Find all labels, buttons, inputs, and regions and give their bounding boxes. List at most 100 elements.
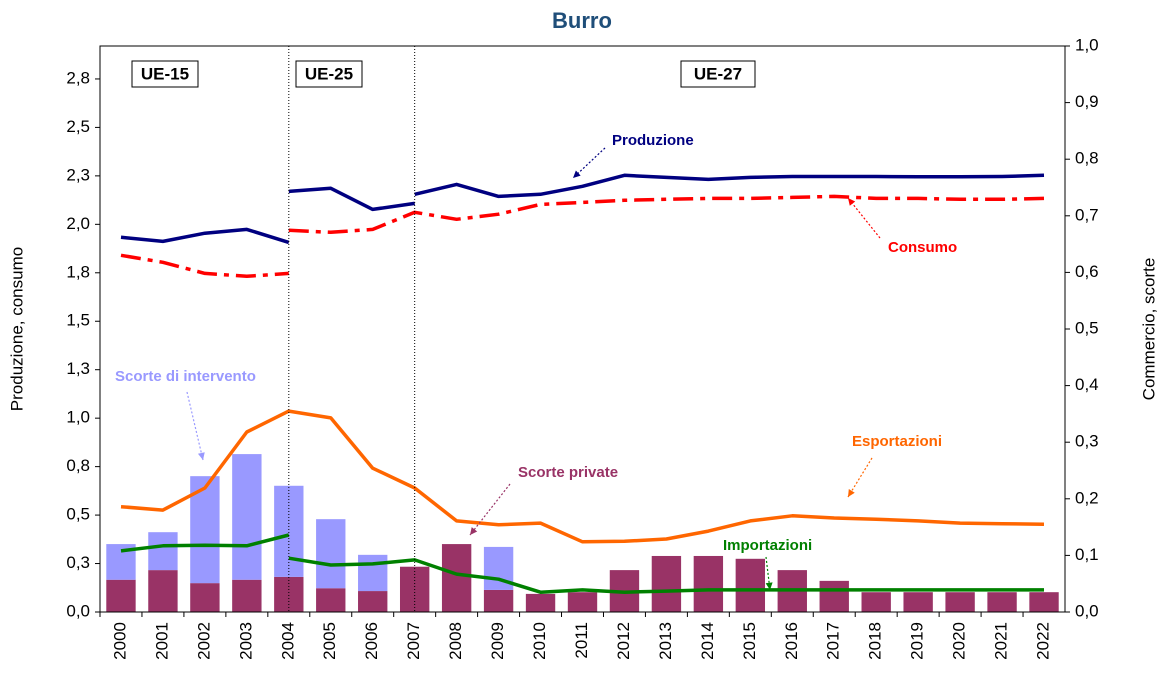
y2-axis-label: Commercio, scorte <box>1139 258 1158 401</box>
bar <box>441 544 472 612</box>
x-tick-label: 2021 <box>992 622 1011 660</box>
bar <box>232 454 262 580</box>
bar <box>903 592 933 612</box>
y2-tick-label: 0,9 <box>1075 92 1099 111</box>
x-tick-label: 2012 <box>614 622 633 660</box>
series-label: Importazioni <box>723 537 812 554</box>
label-arrow <box>469 483 511 536</box>
y-tick-label: 2,3 <box>66 165 90 184</box>
label-arrow <box>572 147 606 179</box>
x-tick-label: 2005 <box>320 622 339 660</box>
y-tick-label: 2,0 <box>66 214 90 233</box>
x-tick-label: 2003 <box>236 622 255 660</box>
bar <box>819 580 849 612</box>
y-tick-label: 1,5 <box>66 311 90 330</box>
bar <box>693 555 724 612</box>
y-tick-label: 1,3 <box>66 359 90 378</box>
bar <box>483 589 514 612</box>
bar <box>945 592 975 612</box>
arrow-head <box>765 582 773 590</box>
period-label: UE-27 <box>694 64 742 83</box>
x-tick-label: 2019 <box>908 622 927 660</box>
bar <box>525 593 556 612</box>
bar <box>735 558 766 612</box>
line <box>120 409 1045 544</box>
series-label: Esportazioni <box>852 433 942 450</box>
y2-tick-label: 0,4 <box>1075 375 1099 394</box>
arrow-head <box>573 170 581 178</box>
period-box <box>680 60 756 88</box>
y2-tick-label: 0,0 <box>1075 601 1099 620</box>
bar <box>106 579 136 612</box>
x-tick-label: 2000 <box>110 622 129 660</box>
y-tick-label: 0,0 <box>66 601 90 620</box>
x-tick-label: 2018 <box>866 622 885 660</box>
x-tick-label: 2013 <box>656 622 675 660</box>
period-box <box>295 60 363 88</box>
x-tick-label: 2008 <box>446 622 465 660</box>
y-tick-label: 2,5 <box>66 117 90 136</box>
x-tick-label: 2009 <box>488 622 507 660</box>
y-axis-label: Produzione, consumo <box>7 247 26 411</box>
y-tick-label: 1,0 <box>66 408 90 427</box>
bar <box>987 592 1017 612</box>
x-tick-label: 2011 <box>572 622 591 659</box>
line <box>414 173 1045 199</box>
y2-tick-label: 1,0 <box>1075 35 1099 54</box>
bar <box>651 555 682 612</box>
series-label: Consumo <box>888 239 957 256</box>
label-arrow <box>186 391 204 461</box>
y2-tick-label: 0,6 <box>1075 262 1099 281</box>
bar <box>232 579 262 612</box>
line <box>120 253 289 279</box>
bar <box>316 519 346 589</box>
x-tick-label: 2004 <box>278 622 297 660</box>
x-tick-label: 2001 <box>152 622 171 660</box>
series-label: Produzione <box>612 132 694 149</box>
bar <box>358 591 388 612</box>
y2-tick-label: 0,1 <box>1075 545 1099 564</box>
period-label: UE-15 <box>141 64 189 83</box>
bar <box>1029 592 1059 612</box>
x-tick-label: 2015 <box>740 622 759 660</box>
x-tick-label: 2010 <box>530 622 549 660</box>
line <box>288 186 415 212</box>
arrow-head <box>470 527 478 535</box>
x-tick-label: 2016 <box>782 622 801 660</box>
x-tick-label: 2017 <box>824 622 843 660</box>
label-arrow <box>765 556 771 591</box>
x-tick-label: 2006 <box>362 622 381 660</box>
plot-frame <box>99 45 1066 613</box>
bar <box>861 592 891 612</box>
y-tick-label: 0,8 <box>66 456 90 475</box>
line <box>120 227 290 245</box>
y-tick-label: 2,8 <box>66 68 90 87</box>
arrow-head <box>848 489 855 497</box>
y-tick-label: 0,3 <box>66 553 90 572</box>
bar <box>567 592 598 612</box>
period-label: UE-25 <box>305 64 353 83</box>
y2-tick-label: 0,7 <box>1075 205 1099 224</box>
x-tick-label: 2002 <box>194 622 213 660</box>
chart-title: Burro <box>552 8 612 33</box>
y-tick-label: 1,8 <box>66 262 90 281</box>
line <box>120 533 290 553</box>
bar <box>274 485 304 577</box>
series-label: Scorte private <box>518 464 618 481</box>
line <box>288 194 1045 235</box>
arrow-head <box>848 198 856 206</box>
arrow-head <box>197 452 205 460</box>
x-tick-label: 2007 <box>404 622 423 660</box>
y-tick-label: 0,5 <box>66 505 90 524</box>
y2-tick-label: 0,3 <box>1075 432 1099 451</box>
bar <box>274 576 304 612</box>
y2-tick-label: 0,5 <box>1075 318 1099 337</box>
bar <box>316 588 346 612</box>
series-label: Scorte di intervento <box>115 368 256 385</box>
x-tick-label: 2014 <box>698 622 717 660</box>
bar <box>190 583 220 612</box>
label-arrow <box>847 197 881 239</box>
x-tick-label: 2022 <box>1034 622 1053 660</box>
period-box <box>131 60 199 88</box>
bar <box>148 532 178 571</box>
